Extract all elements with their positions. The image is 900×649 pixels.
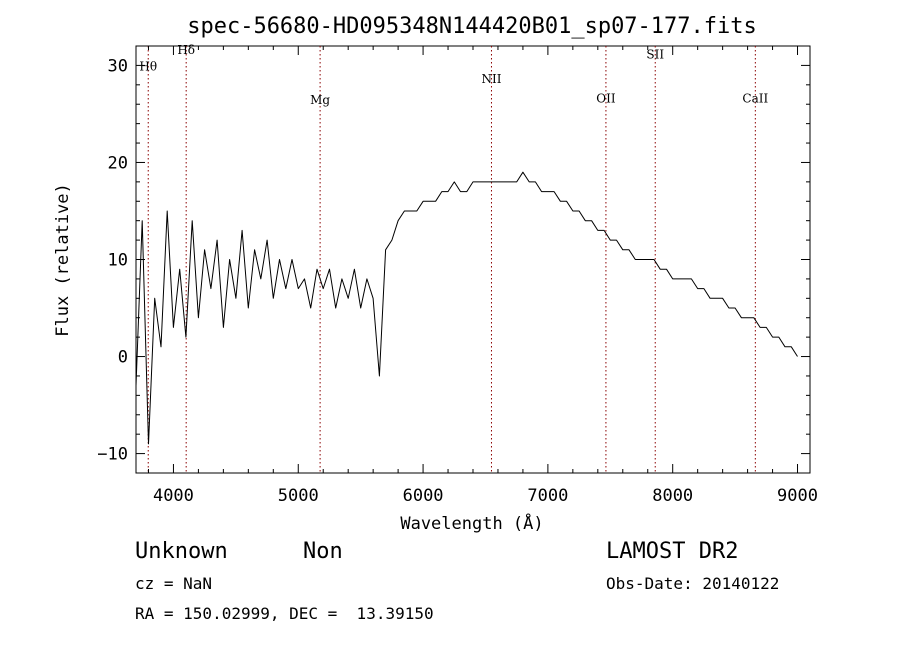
coordinates: RA = 150.02999, DEC = 13.39150 <box>135 604 434 623</box>
spectral-line-label: Hθ <box>139 59 157 73</box>
spectral-line-label: OII <box>596 91 616 105</box>
y-axis-ticks: −10 0 10 20 30 <box>97 45 810 474</box>
y-tick-label: 30 <box>108 56 128 76</box>
object-class: Unknown <box>135 539 228 564</box>
spectral-line-label: Mg <box>310 93 330 107</box>
survey-label: LAMOST DR2 <box>606 539 738 564</box>
x-tick-label: 6000 <box>403 486 444 506</box>
x-axis-label: Wavelength (Å) <box>400 512 543 534</box>
spectral-line-label: Hδ <box>177 43 195 57</box>
x-axis-ticks: 4000 5000 6000 7000 8000 9000 <box>147 46 818 506</box>
spectral-line-label: NII <box>481 72 501 86</box>
spectral-line-label: CaII <box>742 91 768 105</box>
object-subclass: Non <box>303 539 343 564</box>
y-tick-label: 0 <box>118 348 128 368</box>
spectral-line-markers: Hθ Hδ Mg NII OII SII CaII <box>139 43 768 473</box>
x-tick-label: 4000 <box>153 486 194 506</box>
spectrum-line <box>135 171 798 445</box>
y-tick-label: 20 <box>108 153 128 173</box>
x-tick-label: 9000 <box>777 486 818 506</box>
plot-frame <box>135 45 811 474</box>
y-axis-label: Flux (relative) <box>53 183 73 337</box>
x-tick-label: 5000 <box>278 486 319 506</box>
x-tick-label: 8000 <box>652 486 693 506</box>
y-tick-label: −10 <box>97 445 128 465</box>
chart-title: spec-56680-HD095348N144420B01_sp07-177.f… <box>187 14 757 39</box>
redshift-value: cz = NaN <box>135 574 212 593</box>
y-tick-label: 10 <box>108 251 128 271</box>
spectrum-series-group <box>135 171 798 445</box>
spectral-line-label: SII <box>646 48 664 62</box>
obs-date: Obs-Date: 20140122 <box>606 574 779 593</box>
x-tick-label: 7000 <box>527 486 568 506</box>
